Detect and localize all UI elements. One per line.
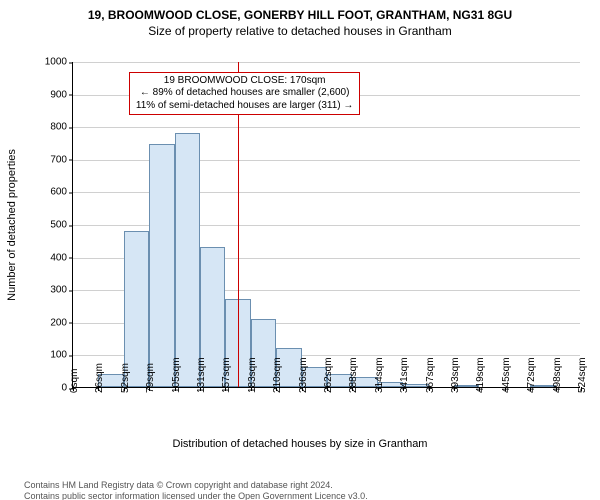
x-tick-label: 367sqm	[425, 357, 436, 393]
x-tick-label: 262sqm	[323, 357, 334, 393]
x-tick-label: 157sqm	[221, 357, 232, 393]
y-tick-label: 300	[50, 285, 73, 296]
page-subtitle: Size of property relative to detached ho…	[0, 24, 600, 38]
x-tick-label: 26sqm	[94, 363, 105, 393]
footer-attribution: Contains HM Land Registry data © Crown c…	[24, 480, 590, 500]
footer-line-2: Contains public sector information licen…	[24, 491, 590, 500]
x-axis-label: Distribution of detached houses by size …	[0, 438, 600, 450]
annotation-box: 19 BROOMWOOD CLOSE: 170sqm← 89% of detac…	[129, 72, 361, 116]
y-axis-label: Number of detached properties	[6, 149, 18, 301]
x-tick-label: 131sqm	[196, 357, 207, 393]
y-tick-label: 1000	[45, 57, 73, 68]
x-tick-label: 183sqm	[247, 357, 258, 393]
page-title: 19, BROOMWOOD CLOSE, GONERBY HILL FOOT, …	[0, 8, 600, 22]
gridline-h	[73, 62, 580, 63]
x-tick-label: 105sqm	[171, 357, 182, 393]
x-tick-label: 445sqm	[501, 357, 512, 393]
x-tick-label: 0sqm	[69, 369, 80, 393]
x-tick-label: 314sqm	[374, 357, 385, 393]
annotation-line: 19 BROOMWOOD CLOSE: 170sqm	[136, 75, 354, 88]
y-tick-label: 800	[50, 122, 73, 133]
x-tick-label: 236sqm	[298, 357, 309, 393]
histogram-chart: 010020030040050060070080090010000sqm26sq…	[72, 62, 580, 388]
y-tick-label: 400	[50, 252, 73, 263]
y-tick-label: 100	[50, 350, 73, 361]
y-tick-label: 500	[50, 220, 73, 231]
y-tick-label: 600	[50, 187, 73, 198]
x-tick-label: 52sqm	[120, 363, 131, 393]
annotation-line: ← 89% of detached houses are smaller (2,…	[136, 87, 354, 100]
x-tick-label: 472sqm	[526, 357, 537, 393]
x-tick-label: 210sqm	[272, 357, 283, 393]
x-tick-label: 288sqm	[348, 357, 359, 393]
histogram-bar	[149, 144, 174, 387]
y-tick-label: 900	[50, 89, 73, 100]
gridline-h	[73, 127, 580, 128]
x-tick-label: 393sqm	[450, 357, 461, 393]
y-tick-label: 200	[50, 317, 73, 328]
x-tick-label: 79sqm	[145, 363, 156, 393]
x-tick-label: 498sqm	[552, 357, 563, 393]
footer-line-1: Contains HM Land Registry data © Crown c…	[24, 480, 590, 491]
y-tick-label: 700	[50, 154, 73, 165]
x-tick-label: 419sqm	[475, 357, 486, 393]
histogram-bar	[175, 133, 200, 387]
annotation-line: 11% of semi-detached houses are larger (…	[136, 100, 354, 113]
x-tick-label: 341sqm	[399, 357, 410, 393]
x-tick-label: 524sqm	[577, 357, 588, 393]
